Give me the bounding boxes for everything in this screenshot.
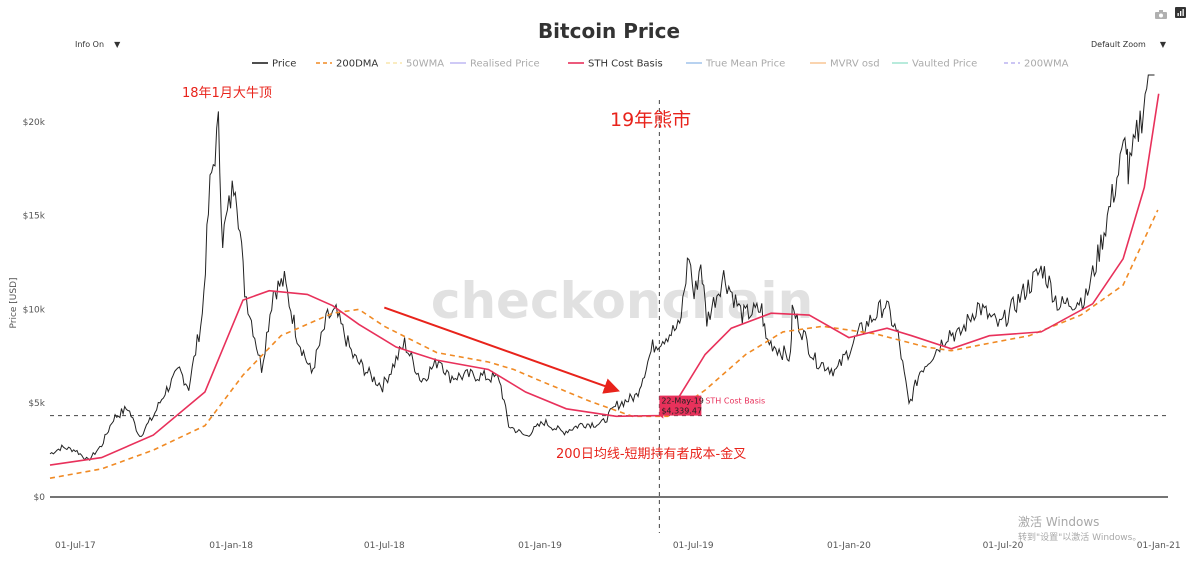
legend-item-sth-cost-basis[interactable]: STH Cost Basis (568, 59, 663, 70)
legend-item-mvrv-osd[interactable]: MVRV osd (810, 59, 880, 70)
x-tick-label: 01-Jul-17 (55, 541, 96, 551)
chevron-down-icon: ▼ (1159, 40, 1166, 49)
chart-title: Bitcoin Price (538, 19, 680, 43)
windows-activation-sub: 转到"设置"以激活 Windows。 (1018, 531, 1141, 543)
camera-icon[interactable] (1155, 4, 1167, 19)
legend-label: STH Cost Basis (588, 59, 663, 70)
info-toggle-dropdown[interactable]: Info On ▼ (75, 40, 120, 49)
legend-item-200dma[interactable]: 200DMA (316, 59, 378, 70)
x-tick-label: 01-Jan-18 (209, 541, 253, 551)
y-tick-label: $10k (23, 305, 46, 315)
series-line-price (49, 74, 1155, 462)
annotation-2019-bear: 19年熊市 (610, 109, 691, 131)
legend-item-50wma[interactable]: 50WMA (386, 59, 444, 70)
x-axis-ticks: 01-Jul-17 01-Jan-18 01-Jul-18 01-Jan-19 01-J… (55, 541, 1181, 551)
legend-label: Realised Price (470, 59, 540, 70)
legend-label: 50WMA (406, 59, 444, 70)
y-tick-label: $20k (23, 118, 46, 128)
hover-tooltip: 22-May-19 $4,339.47 STH Cost Basis (659, 395, 765, 419)
y-tick-label: $0 (34, 493, 46, 503)
series-line-200dma (49, 209, 1159, 479)
hover-tooltip-pointer (659, 412, 664, 419)
legend-item-vaulted-price[interactable]: Vaulted Price (892, 59, 977, 70)
legend: Price 200DMA 50WMA Realised Price STH Cost B… (252, 59, 1069, 70)
legend-label: 200DMA (336, 59, 378, 70)
legend-item-true-mean-price[interactable]: True Mean Price (686, 59, 785, 70)
bear-market-arrow (383, 306, 620, 394)
hover-tooltip-date: 22-May-19 (661, 397, 704, 406)
legend-item-realised-price[interactable]: Realised Price (450, 59, 540, 70)
zoom-dropdown[interactable]: Default Zoom ▼ (1091, 40, 1166, 49)
hover-tooltip-box (659, 395, 702, 416)
plotly-logo-icon[interactable] (1175, 3, 1186, 18)
x-tick-label: 01-Jul-19 (673, 541, 714, 551)
legend-item-price[interactable]: Price (252, 59, 296, 70)
hover-tooltip-series: STH Cost Basis (705, 397, 765, 406)
annotation-golden-cross: 200日均线-短期持有者成本-金叉 (556, 446, 746, 462)
x-tick-label: 01-Jan-20 (827, 541, 871, 551)
x-tick-label: 01-Jan-19 (518, 541, 562, 551)
y-axis-ticks: $0 $5k $10k $15k $20k (23, 118, 46, 503)
legend-item-200wma[interactable]: 200WMA (1004, 59, 1069, 70)
legend-label: True Mean Price (705, 59, 785, 70)
brand-watermark: checkonchain (431, 272, 813, 330)
annotation-jan18-top: 18年1月大牛顶 (182, 86, 272, 101)
hover-tooltip-value: $4,339.47 (661, 407, 702, 416)
y-axis-label: Price [USD] (9, 277, 19, 328)
zoom-label: Default Zoom (1091, 40, 1146, 49)
info-toggle-label: Info On (75, 40, 105, 49)
legend-label: Price (272, 59, 296, 70)
legend-label: 200WMA (1024, 59, 1069, 70)
x-tick-label: 01-Jul-20 (983, 541, 1024, 551)
chevron-down-icon: ▼ (114, 40, 121, 49)
x-tick-label: 01-Jul-18 (364, 541, 405, 551)
y-tick-label: $15k (23, 212, 46, 222)
y-tick-label: $5k (28, 399, 45, 409)
legend-label: MVRV osd (830, 59, 880, 70)
x-tick-label: 01-Jan-21 (1137, 541, 1181, 551)
legend-label: Vaulted Price (912, 59, 977, 70)
windows-activation-title: 激活 Windows (1018, 515, 1099, 529)
